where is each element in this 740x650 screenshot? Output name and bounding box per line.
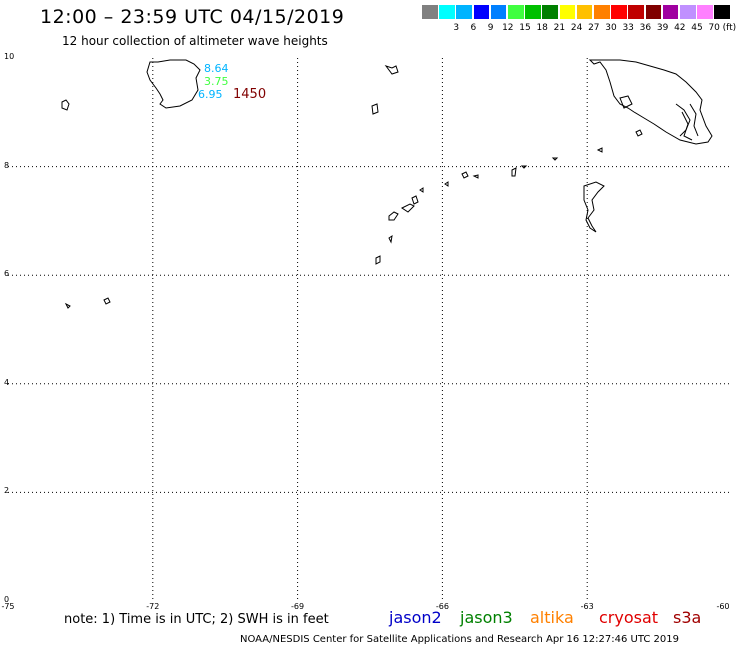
scale-swatch [525, 5, 541, 19]
island-barbuda [444, 181, 449, 187]
scale-label: 3 [453, 23, 460, 33]
scale-label: 30 [605, 23, 617, 33]
legend-s3a: s3a [673, 608, 702, 627]
scale-swatch [456, 5, 472, 19]
island-martinique [388, 211, 399, 221]
observation-time: 1450 [233, 87, 267, 102]
scale-label: 18 [536, 23, 548, 33]
scale-swatch [628, 5, 644, 19]
lon-label: -66 [435, 602, 449, 611]
coastline-delta-3 [681, 111, 693, 141]
island-antigua [419, 187, 424, 193]
scale-label: 6 [470, 23, 477, 33]
scale-swatch [645, 5, 662, 19]
lon-label: -75 [1, 602, 15, 611]
scale-label: 45 [691, 23, 703, 33]
scale-label: 21 [553, 23, 566, 33]
lat-label: 4 [4, 377, 10, 387]
lat-label: 2 [4, 486, 10, 496]
scale-swatch [439, 5, 455, 19]
legend-jason3: jason3 [460, 608, 513, 627]
lon-label: -63 [580, 602, 594, 611]
scale-unit: (ft) [722, 23, 737, 33]
scale-label: 9 [487, 23, 494, 33]
scale-swatch [611, 5, 627, 19]
island-bonaire [371, 103, 379, 115]
scale-label: 15 [519, 23, 531, 33]
map-subtitle: 12 hour collection of altimeter wave hei… [62, 34, 328, 48]
map-title: 12:00 – 23:59 UTC 04/15/2019 [40, 6, 345, 28]
island-curacao-small [384, 65, 399, 75]
wave-height-value-1: 8.64 [204, 62, 229, 75]
scale-swatch [576, 5, 593, 19]
coastlines [61, 59, 713, 309]
note-text: note: 1) Time is in UTC; 2) SWH is in fe… [64, 612, 329, 627]
scale-label: 33 [622, 23, 634, 33]
island-trinidad [583, 181, 605, 233]
lat-label: 8 [4, 160, 10, 170]
scale-swatch [594, 5, 610, 19]
island-saba [520, 165, 528, 169]
scale-swatch [490, 5, 507, 19]
island-margarita [619, 95, 633, 109]
island-aruba [61, 99, 70, 111]
credit-line: NOAA/NESDIS Center for Satellite Applica… [240, 634, 679, 645]
legend-jason2: jason2 [389, 608, 442, 627]
island-grenadines [388, 234, 393, 244]
coastline-delta-1 [675, 103, 691, 137]
island-st-kitts [461, 171, 469, 179]
lat-label: 0 [4, 595, 10, 604]
scale-label: 36 [639, 23, 652, 33]
scale-swatch [473, 5, 490, 19]
lat-label: 10 [4, 52, 15, 61]
scale-swatch [662, 5, 679, 19]
lon-label: -69 [291, 602, 305, 611]
legend-altika: altika [530, 608, 574, 627]
scale-label: 12 [502, 23, 514, 33]
island-sw-1 [64, 302, 71, 309]
island-tobago [596, 147, 603, 153]
lon-label: -60 [716, 602, 730, 611]
scale-swatch [422, 5, 438, 19]
coastline-delta-2 [689, 103, 699, 137]
wave-height-value-3: 6.95 [198, 88, 223, 101]
island-guadeloupe [401, 203, 415, 213]
island-anguilla [472, 174, 479, 179]
lat-label: 6 [4, 269, 10, 279]
coastline-venezuela-west [146, 59, 201, 109]
legend-cryosat: cryosat [599, 608, 659, 627]
island-small-1 [551, 157, 559, 161]
scale-swatch [508, 5, 524, 19]
coastline-guyana [588, 59, 713, 145]
scale-label: 24 [570, 23, 583, 33]
island-virgin [511, 167, 517, 177]
scale-swatch [542, 5, 558, 19]
scale-swatch [559, 5, 576, 19]
lon-label: -72 [146, 602, 160, 611]
scale-label: 27 [588, 23, 600, 33]
scale-label: 70 [708, 23, 720, 33]
wave-height-value-2: 3.75 [204, 75, 229, 88]
graticule [8, 58, 732, 601]
scale-swatch [714, 5, 730, 19]
island-coche [635, 129, 643, 137]
island-dominica [411, 195, 419, 205]
island-st-vincent [375, 255, 381, 265]
scale-label: 39 [656, 23, 669, 33]
scale-swatch [697, 5, 713, 19]
scale-label: 42 [674, 23, 686, 33]
scale-swatch [680, 5, 696, 19]
island-sw-2 [103, 297, 111, 305]
